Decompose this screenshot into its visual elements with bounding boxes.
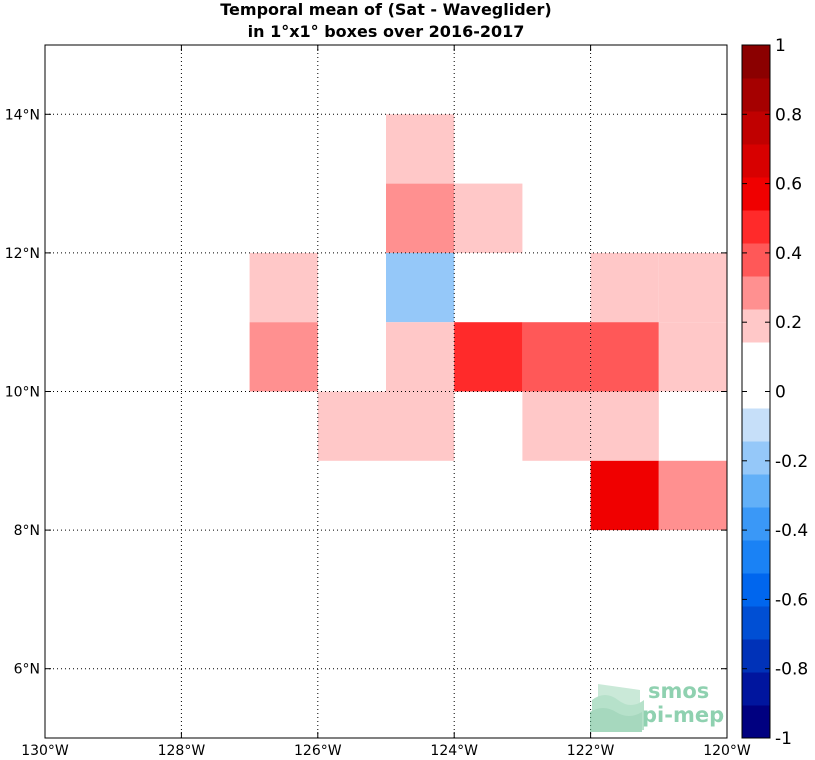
- x-tick-label-1: 128°W: [158, 743, 206, 759]
- x-tick-label-3: 124°W: [430, 743, 478, 759]
- colorbar-segment-11: [742, 342, 770, 376]
- logo-text-smos: smos: [648, 679, 709, 703]
- x-tick-label-2: 126°W: [294, 743, 342, 759]
- colorbar-segment-16: [742, 177, 770, 211]
- heatmap-cell-13: [317, 391, 386, 461]
- y-tick-label-0: 6°N: [14, 662, 40, 678]
- colorbar-segment-1: [742, 672, 770, 706]
- heatmap-cell-9: [454, 322, 523, 392]
- colorbar-tick-label-1: 0.8: [775, 105, 802, 125]
- heatmap-cell-7: [249, 322, 318, 392]
- colorbar-tick-label-9: -0.8: [775, 660, 808, 680]
- colorbar-segment-7: [742, 474, 770, 508]
- heatmap-cell-1: [386, 183, 455, 253]
- colorbar-segment-5: [742, 540, 770, 574]
- logo-text-pi-mep: pi-mep: [642, 703, 724, 727]
- colorbar: 1 0.8 0.6 0.4 0.2 0 -0.2 -0.4 -0.6 -0.8 -1: [741, 36, 808, 749]
- y-tick-label-3: 12°N: [5, 246, 40, 262]
- colorbar-segment-2: [742, 639, 770, 673]
- x-tick-label-5: 120°W: [703, 743, 751, 759]
- colorbar-segment-20: [742, 45, 770, 79]
- colorbar-tick-label-7: -0.4: [775, 521, 808, 541]
- colorbar-tick-label-5: 0: [775, 383, 786, 403]
- colorbar-segment-6: [742, 507, 770, 541]
- axis-ticks: 130°W 128°W 126°W 124°W 122°W 120°W 6°N 8°N 10°N…: [5, 45, 751, 759]
- colorbar-segment-14: [742, 243, 770, 277]
- heatmap-cell-10: [522, 322, 591, 392]
- heatmap-cell-6: [658, 252, 727, 323]
- chart-title-line-2: in 1°x1° boxes over 2016-2017: [248, 22, 525, 41]
- colorbar-tick-label-6: -0.2: [775, 452, 808, 472]
- colorbar-segment-12: [742, 309, 770, 343]
- colorbar-segment-13: [742, 276, 770, 310]
- colorbar-tick-label-10: -1: [775, 729, 792, 749]
- heatmap-cell-18: [658, 460, 727, 531]
- x-tick-label-4: 122°W: [567, 743, 615, 759]
- heatmap-cells: [249, 114, 727, 531]
- heatmap-cell-16: [590, 391, 659, 461]
- heatmap-cell-4: [386, 252, 455, 323]
- heatmap-cell-3: [249, 252, 318, 323]
- colorbar-segment-9: [742, 408, 770, 442]
- colorbar-segment-18: [742, 111, 770, 145]
- grid-lines: [45, 45, 727, 738]
- heatmap-cell-12: [658, 322, 727, 392]
- colorbar-tick-label-0: 1: [775, 36, 786, 56]
- heatmap-cell-5: [590, 252, 659, 323]
- heatmap-cell-14: [386, 391, 455, 461]
- colorbar-tick-label-8: -0.6: [775, 590, 808, 610]
- colorbar-segment-0: [742, 705, 770, 739]
- x-tick-label-0: 130°W: [21, 743, 69, 759]
- colorbar-segment-3: [742, 606, 770, 640]
- y-tick-label-4: 14°N: [5, 107, 40, 123]
- colorbar-tick-label-3: 0.4: [775, 244, 802, 264]
- colorbar-segment-17: [742, 144, 770, 178]
- colorbar-tick-label-4: 0.2: [775, 313, 802, 333]
- colorbar-segment-19: [742, 78, 770, 112]
- y-tick-label-1: 8°N: [14, 523, 40, 539]
- colorbar-segment-15: [742, 210, 770, 244]
- logo-waves-icon: [590, 684, 644, 732]
- y-tick-label-2: 10°N: [5, 385, 40, 401]
- heatmap-cell-11: [590, 322, 659, 392]
- heatmap-cell-17: [590, 460, 659, 531]
- chart-title: Temporal mean of (Sat - Waveglider) in 1…: [220, 0, 551, 41]
- heatmap-cell-0: [386, 114, 455, 184]
- smos-pi-mep-logo: smos pi-mep: [590, 679, 724, 732]
- colorbar-segment-8: [742, 441, 770, 475]
- heatmap-cell-8: [386, 322, 455, 392]
- chart-title-line-1: Temporal mean of (Sat - Waveglider): [220, 0, 551, 19]
- heatmap-cell-2: [454, 183, 523, 253]
- heatmap-cell-15: [522, 391, 591, 461]
- colorbar-segment-4: [742, 573, 770, 607]
- colorbar-tick-label-2: 0.6: [775, 175, 802, 195]
